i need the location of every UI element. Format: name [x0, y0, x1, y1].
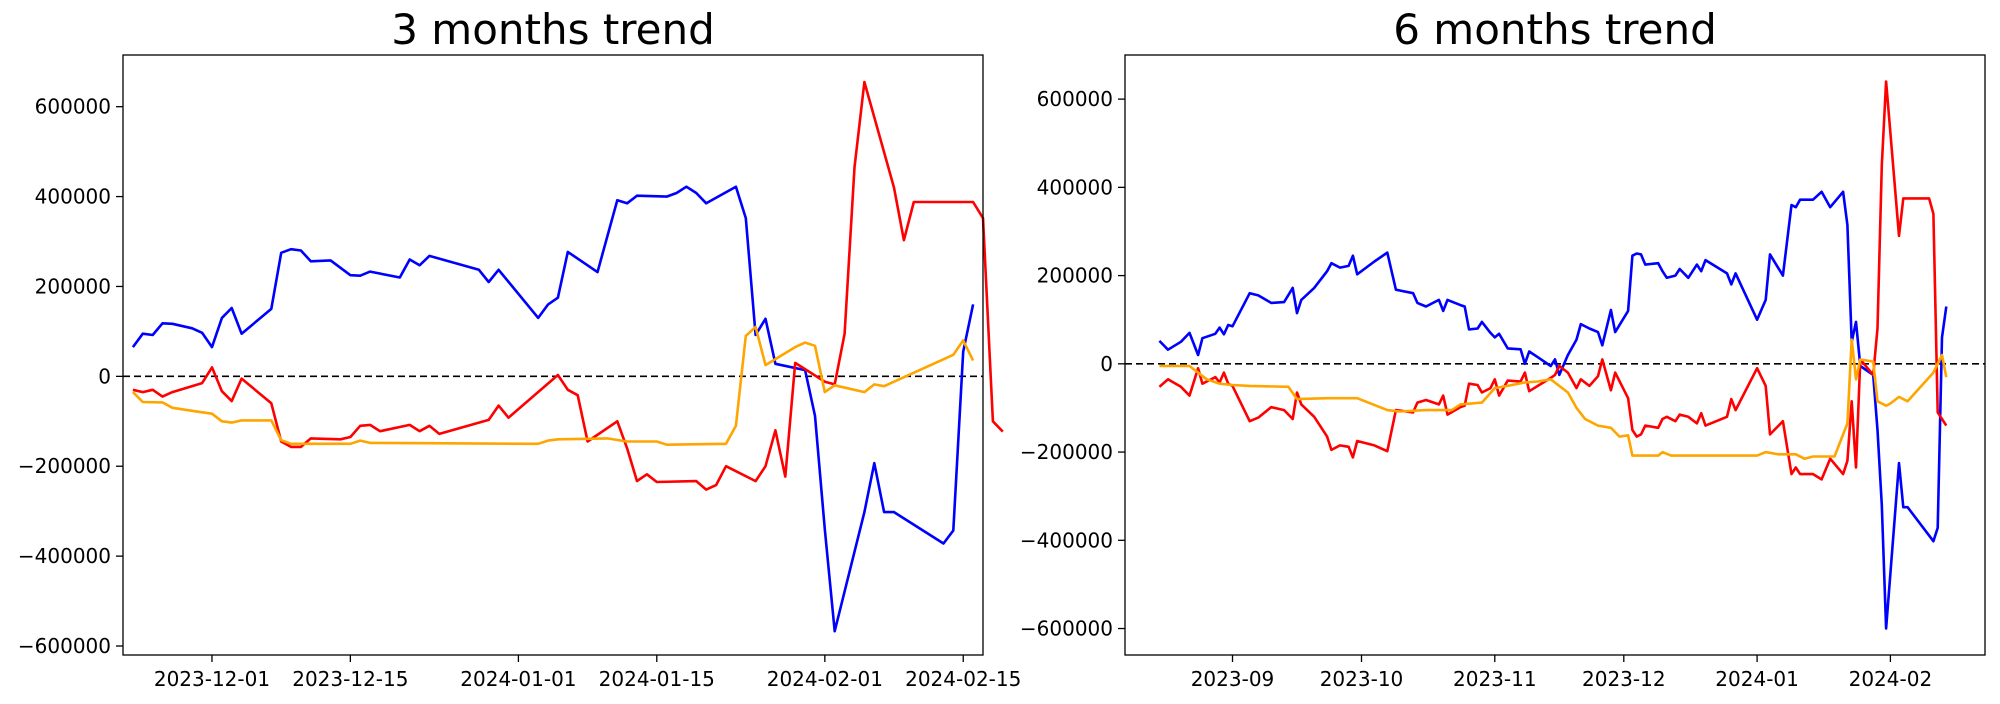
- series-line-3: [1159, 338, 1948, 460]
- y-tick-label: 400000: [1037, 175, 1113, 199]
- y-tick-label: −600000: [1020, 617, 1113, 641]
- y-tick-label: −400000: [18, 544, 111, 568]
- y-tick-label: 0: [1100, 352, 1113, 376]
- y-tick-label: 200000: [35, 274, 111, 298]
- chart-panel-1: 3 months trend 600000 400000 200000 0 −200000…: [18, 5, 1021, 691]
- y-tick-label: −600000: [18, 634, 111, 658]
- series-line-2: [1158, 80, 1948, 481]
- x-tick-label: 2023-10: [1320, 667, 1404, 691]
- x-tick-label: 2023-09: [1191, 667, 1275, 691]
- plot-frame: [1124, 54, 1986, 656]
- y-tick-label: −400000: [1020, 528, 1113, 552]
- y-tick-label: 600000: [35, 95, 111, 119]
- x-tick-label: 2024-01: [1715, 667, 1799, 691]
- chart-title: 3 months trend: [391, 5, 715, 54]
- x-tick-label: 2023-12-15: [292, 667, 408, 691]
- x-tick-label: 2023-12: [1582, 667, 1666, 691]
- series-line-3: [131, 325, 975, 446]
- x-tick-label: 2023-12-01: [154, 667, 270, 691]
- plot-frame: [122, 54, 984, 656]
- chart-title: 6 months trend: [1393, 5, 1717, 54]
- x-tick-label: 2024-02: [1849, 667, 1933, 691]
- y-tick-label: −200000: [18, 454, 111, 478]
- x-tick-label: 2024-02-01: [767, 667, 883, 691]
- y-tick-label: 0: [98, 364, 111, 388]
- y-tick-label: −200000: [1020, 440, 1113, 464]
- y-tick-label: 200000: [1037, 264, 1113, 288]
- y-tick-label: 600000: [1037, 87, 1113, 111]
- x-tick-label: 2023-11: [1453, 667, 1537, 691]
- y-tick-label: 400000: [35, 185, 111, 209]
- x-tick-label: 2024-02-15: [905, 667, 1021, 691]
- x-tick-label: 2024-01-01: [460, 667, 576, 691]
- series-line-1: [131, 185, 975, 633]
- series-line-2: [132, 80, 1004, 491]
- series-line-1: [1158, 190, 1948, 630]
- x-tick-label: 2024-01-15: [599, 667, 715, 691]
- chart-panel-2: 6 months trend 600000 400000 200000 0 −200000…: [1020, 5, 1986, 691]
